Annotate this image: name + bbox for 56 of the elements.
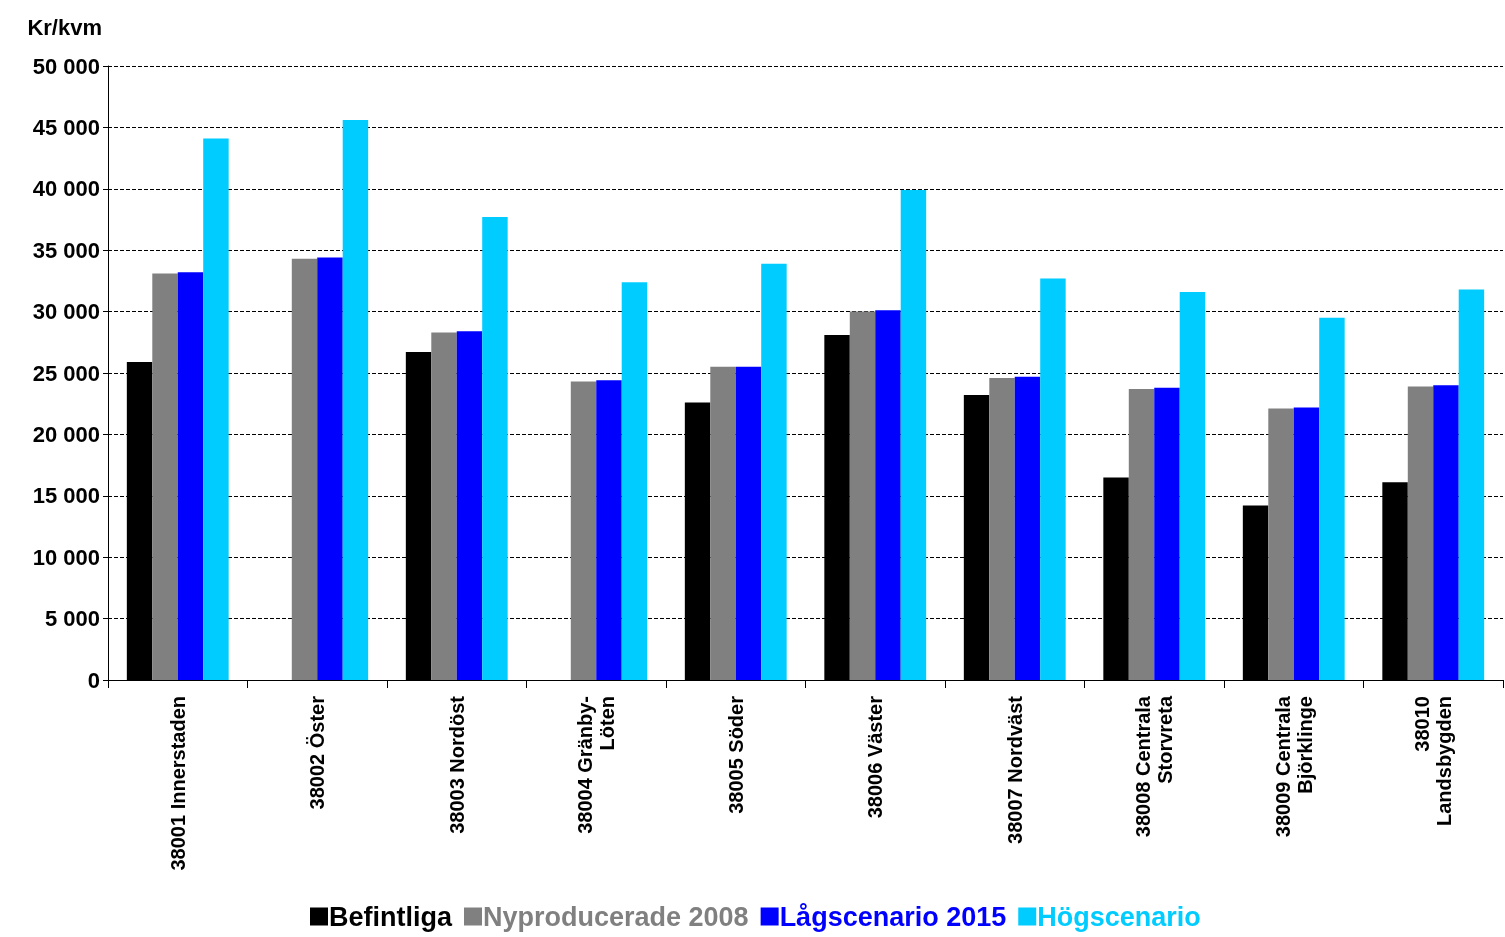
y-tick-label: 20 000 (32, 421, 100, 447)
bar (1433, 385, 1459, 680)
bar (177, 272, 204, 680)
x-tick-label: 38001 Innerstaden (166, 696, 189, 871)
legend-label: Nyproducerade 2008 (483, 901, 749, 932)
bar (431, 332, 457, 680)
bar (1128, 388, 1155, 680)
x-tick-label: 38003 Nordöst (445, 695, 468, 834)
bar (1179, 291, 1206, 680)
legend-label: Befintliga (329, 901, 453, 932)
y-tick-label: 50 000 (32, 53, 100, 79)
bar (1040, 278, 1066, 680)
bar (1268, 408, 1294, 680)
y-tick-label: 40 000 (32, 176, 100, 202)
x-tick-label: 38006 Väster (864, 695, 887, 819)
y-tick-label: 0 (87, 667, 100, 693)
x-tick-label: 38005 Söder (724, 695, 747, 814)
bar (735, 366, 762, 680)
y-tick-label: 15 000 (32, 483, 100, 509)
bar (849, 311, 876, 680)
bar (989, 377, 1015, 680)
x-tick-label: 38004 Gränby- Löten (574, 696, 619, 834)
y-tick-label: 45 000 (32, 114, 100, 140)
bar (1319, 317, 1345, 680)
y-tick-label: 30 000 (32, 299, 100, 325)
bar (1014, 376, 1041, 680)
bar (761, 263, 787, 680)
bar (342, 120, 369, 680)
x-tick-label: 38008 Centrala Storvreta (1132, 695, 1177, 838)
bar (291, 258, 318, 680)
bar (875, 310, 901, 680)
bar (203, 138, 229, 680)
legend-label: Lågscenario 2015 (779, 901, 1007, 932)
bar (570, 381, 597, 680)
bar (1293, 407, 1320, 680)
bar (1407, 386, 1434, 680)
y-tick-label: 10 000 (32, 544, 100, 570)
bar (317, 257, 343, 680)
x-tick-label: 38002 Öster (306, 695, 329, 810)
bar (900, 190, 927, 680)
x-tick-label: 38010 Landsbygden (1411, 696, 1456, 827)
bar (482, 217, 508, 680)
x-tick-label: 38007 Nordväst (1003, 695, 1026, 844)
bar (1458, 289, 1485, 680)
x-tick-label: 38009 Centrala Björklinge (1271, 695, 1316, 838)
bar (621, 282, 648, 680)
y-axis-title: Kr/kvm (27, 14, 102, 40)
bar (710, 366, 736, 680)
bar (456, 331, 483, 680)
y-tick-label: 5 000 (44, 606, 100, 632)
y-tick-label: 35 000 (32, 237, 100, 263)
legend-label: Högscenario (1037, 901, 1201, 932)
y-tick-label: 25 000 (32, 360, 100, 386)
bar (152, 273, 178, 680)
bar (596, 380, 622, 680)
bar (1154, 387, 1180, 680)
